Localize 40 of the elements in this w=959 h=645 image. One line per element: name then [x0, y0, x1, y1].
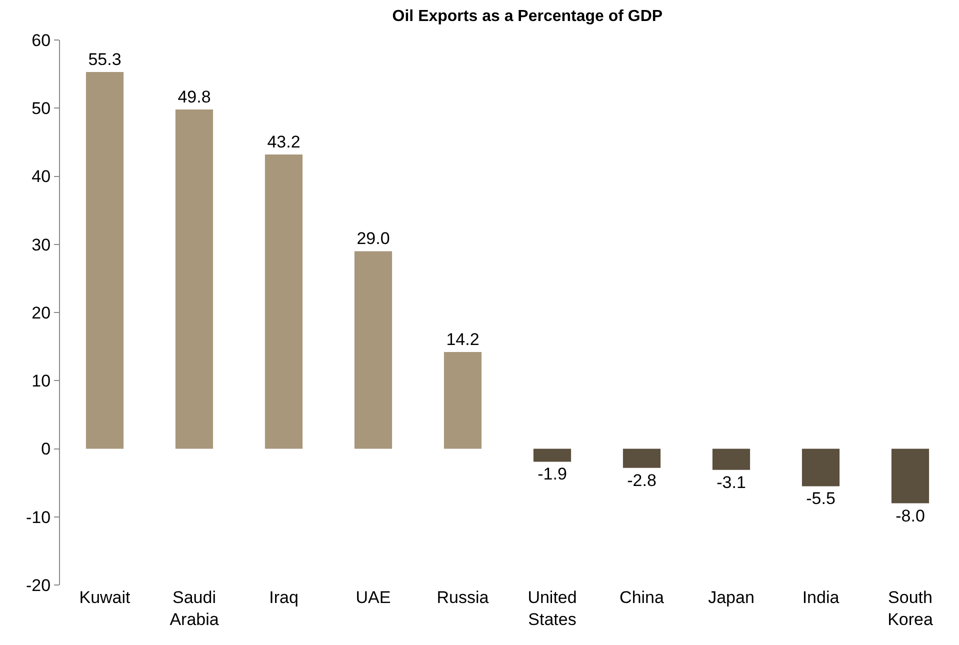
x-tick-label: Kuwait — [79, 588, 131, 607]
x-tick-label: United States — [528, 588, 577, 630]
data-label: 14.2 — [446, 330, 480, 350]
x-tick-label: China — [620, 588, 664, 607]
bar — [622, 448, 661, 468]
x-tick-label: Iraq — [269, 588, 298, 607]
y-tick-label: 50 — [32, 99, 51, 118]
data-label: 29.0 — [356, 229, 390, 248]
y-tick-label: 60 — [32, 30, 51, 50]
x-tick-label: Japan — [708, 588, 754, 607]
bar — [533, 448, 572, 462]
y-tick-label: 10 — [32, 372, 51, 391]
y-tick-label: -20 — [26, 576, 51, 595]
y-tick-label: 30 — [32, 235, 51, 254]
y-tick-label: 0 — [41, 440, 51, 459]
bar — [354, 251, 392, 449]
x-tick-label: UAE — [356, 588, 391, 607]
data-label: -2.8 — [627, 470, 656, 490]
bar — [175, 109, 214, 449]
data-label: 55.3 — [88, 50, 122, 70]
bar — [802, 448, 840, 486]
data-label: 49.8 — [178, 87, 211, 106]
bar — [444, 352, 482, 449]
bar — [712, 448, 750, 470]
data-label: 43.2 — [267, 132, 300, 152]
data-label: -3.1 — [716, 472, 746, 492]
x-tick-label: Saudi Arabia — [170, 588, 220, 630]
y-tick-label: 20 — [32, 303, 51, 322]
bar — [891, 448, 930, 504]
bar — [86, 72, 124, 449]
x-tick-label: Russia — [436, 588, 490, 607]
data-label: -5.5 — [806, 489, 836, 508]
data-label: -1.9 — [538, 464, 567, 484]
x-tick-label: South Korea — [888, 588, 934, 630]
x-tick-label: India — [802, 588, 840, 607]
chart-title: Oil Exports as a Percentage of GDP — [392, 8, 663, 25]
bar — [264, 154, 303, 449]
data-label: -8.0 — [896, 506, 925, 526]
y-tick-label: 40 — [32, 167, 51, 186]
y-tick-label: -10 — [26, 508, 51, 527]
